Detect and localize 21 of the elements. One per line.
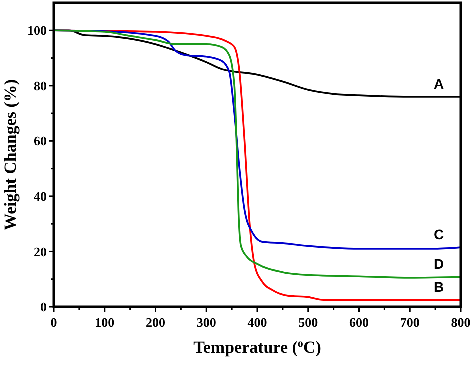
y-tick-label: 40 [34, 189, 47, 204]
y-axis-title: Weight Changes (%) [1, 79, 20, 231]
series-label: B [434, 279, 444, 296]
y-tick-label: 80 [34, 78, 47, 94]
x-tick-label: 800 [451, 315, 471, 330]
x-tick-label: 100 [95, 315, 115, 330]
y-tick-label: 0 [40, 300, 47, 315]
x-tick-label: 700 [400, 315, 420, 330]
x-tick-label: 500 [298, 315, 318, 330]
x-tick-label: 0 [50, 315, 58, 330]
x-tick-label: 400 [248, 315, 268, 330]
y-tick-label: 100 [28, 23, 47, 38]
x-tick-label: 600 [350, 315, 369, 330]
x-axis-title: Temperature ($^{o}$C) [194, 338, 322, 357]
x-tick-label: 200 [146, 315, 166, 330]
y-tick-label: 20 [34, 244, 47, 260]
y-tick-label: 60 [34, 134, 47, 149]
series-label: D [434, 256, 444, 272]
x-tick-label: 300 [196, 315, 216, 330]
series-label: A [434, 76, 444, 92]
series-label: C [434, 226, 444, 243]
